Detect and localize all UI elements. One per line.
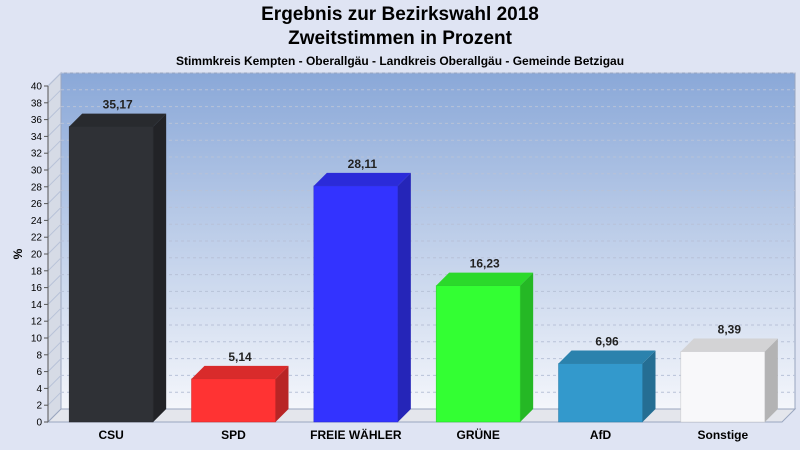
y-tick-label: 40 bbox=[31, 82, 43, 93]
y-tick-label: 28 bbox=[31, 182, 43, 193]
bar-side-freie-wähler bbox=[397, 172, 411, 422]
data-label: 28,11 bbox=[348, 157, 378, 171]
data-label: 5,14 bbox=[228, 350, 252, 364]
bar-side-sonstige bbox=[764, 338, 778, 422]
x-tick-label: CSU bbox=[98, 428, 123, 442]
data-label: 6,96 bbox=[595, 335, 619, 349]
x-tick-label: Sonstige bbox=[697, 428, 748, 442]
y-tick-label: 34 bbox=[31, 132, 43, 143]
bar-top-csu bbox=[69, 113, 167, 127]
bar-freie-wähler bbox=[313, 185, 399, 423]
y-tick-label: 32 bbox=[31, 149, 43, 160]
chart-subtitle-location: Stimmkreis Kempten - Oberallgäu - Landkr… bbox=[175, 54, 625, 68]
gridline-side bbox=[47, 391, 62, 406]
data-label: 35,17 bbox=[103, 98, 133, 112]
y-tick-label: 14 bbox=[31, 300, 43, 311]
gridline-side bbox=[47, 156, 62, 171]
gridline-side bbox=[47, 274, 62, 288]
gridline-side bbox=[47, 341, 62, 356]
y-tick-label: 18 bbox=[31, 266, 43, 277]
y-tick-label: 36 bbox=[31, 115, 43, 126]
gridline-side bbox=[47, 291, 62, 305]
y-tick-label: 6 bbox=[36, 367, 42, 378]
y-tick-label: 26 bbox=[31, 199, 43, 210]
bar-side-spd bbox=[275, 365, 289, 422]
bar-side-csu bbox=[153, 113, 167, 423]
gridline-side bbox=[47, 139, 62, 154]
gridline-side bbox=[47, 123, 62, 137]
x-tick-label: AfD bbox=[590, 428, 612, 442]
chart-subtitle-main: Zweitstimmen in Prozent bbox=[288, 28, 512, 49]
gridline-side bbox=[47, 375, 62, 389]
gridline-side bbox=[47, 307, 62, 322]
bar-top-grüne bbox=[436, 272, 534, 286]
bar-afd bbox=[558, 363, 643, 423]
gridline-side bbox=[47, 106, 62, 120]
y-tick-label: 0 bbox=[36, 418, 42, 429]
x-tick-label: GRÜNE bbox=[456, 427, 499, 442]
data-label: 8,39 bbox=[718, 323, 742, 337]
gridline-side bbox=[47, 223, 62, 238]
gridline-side bbox=[47, 72, 62, 87]
y-tick-label: 20 bbox=[31, 250, 43, 261]
bar-top-spd bbox=[191, 365, 289, 379]
y-tick-label: 22 bbox=[31, 233, 43, 244]
gridline-side bbox=[47, 89, 62, 104]
gridline-side bbox=[47, 358, 62, 372]
y-tick-label: 38 bbox=[31, 98, 43, 109]
bar-side-afd bbox=[642, 350, 656, 422]
gridline-side bbox=[47, 173, 62, 188]
x-tick-label: SPD bbox=[221, 428, 246, 442]
bar-top-afd bbox=[558, 350, 656, 364]
bar-sonstige bbox=[680, 351, 766, 423]
chart-title: Ergebnis zur Bezirkswahl 2018 bbox=[261, 4, 539, 25]
y-tick-label: 8 bbox=[36, 350, 42, 361]
y-tick-label: 30 bbox=[31, 166, 43, 177]
gridline-side bbox=[47, 324, 62, 339]
gridline-side bbox=[47, 240, 62, 255]
x-tick-label: FREIE WÄHLER bbox=[310, 427, 402, 442]
y-tick-label: 12 bbox=[31, 317, 43, 328]
y-tick-label: 2 bbox=[36, 401, 42, 412]
gridline-side bbox=[47, 207, 62, 221]
data-label: 16,23 bbox=[470, 257, 500, 271]
gridline-side bbox=[47, 257, 62, 272]
bar-top-sonstige bbox=[680, 338, 778, 352]
bar-spd bbox=[191, 378, 276, 423]
y-tick-label: 16 bbox=[31, 283, 43, 294]
y-tick-label: 24 bbox=[31, 216, 43, 227]
gridline-side bbox=[47, 190, 62, 204]
y-tick-label: 10 bbox=[31, 334, 43, 345]
bar-side-grüne bbox=[520, 272, 534, 422]
y-tick-label: 4 bbox=[36, 384, 42, 395]
bar-grüne bbox=[435, 285, 521, 423]
bar-csu bbox=[68, 126, 154, 423]
bar-top-freie-wähler bbox=[313, 172, 411, 186]
y-axis-label: % bbox=[11, 248, 25, 259]
